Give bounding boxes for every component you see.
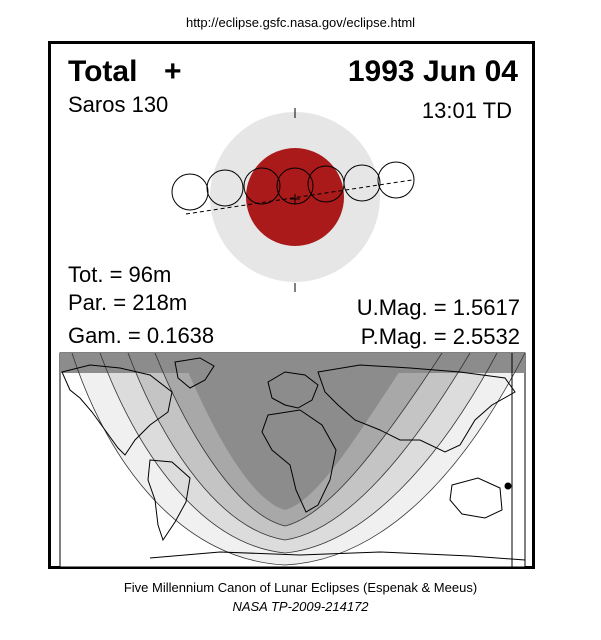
greenland-outline	[174, 357, 215, 389]
continent-outlines	[61, 357, 525, 561]
totality-duration: Tot. = 96m	[68, 262, 172, 287]
antarctica-outline	[149, 551, 525, 561]
greatest-eclipse-marker	[504, 482, 512, 490]
eclipse-date: 1993 Jun 04	[347, 55, 518, 88]
moon-position	[343, 164, 381, 202]
penumbral-magnitude: P.Mag. = 2.5532	[360, 324, 520, 349]
africa-outline	[261, 409, 337, 513]
umbral-magnitude: U.Mag. = 1.5617	[356, 295, 520, 320]
contact-curve	[154, 353, 443, 527]
partial-duration: Par. = 218m	[68, 290, 188, 315]
footer-canon-title: Five Millennium Canon of Lunar Eclipses …	[123, 580, 478, 595]
south-america-outline	[147, 459, 191, 542]
contact-curve	[71, 353, 525, 566]
gamma-value: Gam. = 0.1638	[68, 323, 215, 348]
contact-curves	[71, 353, 525, 566]
moon-positions	[171, 161, 415, 211]
moon-position	[377, 161, 415, 199]
moon-position	[171, 173, 209, 211]
moon-position	[206, 169, 244, 207]
contact-curve	[127, 353, 471, 541]
eclipse-time: 13:01 TD	[421, 98, 512, 123]
source-url: http://eclipse.gsfc.nasa.gov/eclipse.htm…	[185, 15, 416, 30]
eclipse-type-symbol: +	[164, 55, 182, 88]
full-visibility-zone	[180, 353, 412, 510]
visibility-map	[59, 352, 526, 568]
moon-position	[243, 167, 281, 205]
north-america-outline	[61, 364, 173, 456]
moon-path	[185, 179, 413, 215]
europe-outline	[267, 371, 319, 409]
australia-outline	[449, 477, 503, 519]
eclipse-type-label: Total	[68, 55, 138, 88]
footer-publication: NASA TP-2009-214172	[232, 599, 369, 614]
contact-curve	[99, 353, 498, 554]
asia-outline	[317, 364, 516, 453]
saros-number: Saros 130	[68, 92, 169, 117]
